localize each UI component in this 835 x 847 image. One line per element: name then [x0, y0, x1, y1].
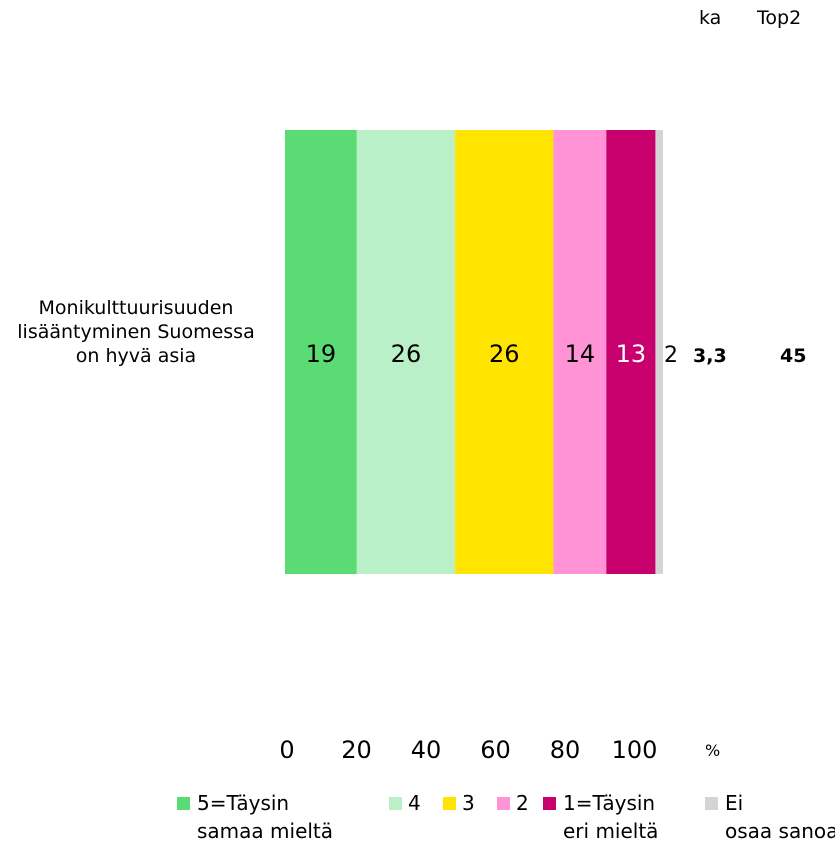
x-tick-label: 0 — [279, 736, 294, 764]
legend-swatch-4 — [389, 797, 402, 810]
legend-label-5: 5=Täysin — [197, 791, 290, 815]
mean-value: 3,3 — [693, 345, 727, 367]
legend-label-3: 3 — [462, 791, 475, 815]
legend-label-eos-line2: osaa sanoa — [725, 819, 835, 843]
bar-segment-3 — [553, 130, 607, 574]
bar-segment-4 — [606, 130, 656, 574]
x-tick-label: 100 — [612, 736, 658, 764]
header-ka: ka — [699, 7, 722, 29]
x-axis-ticks: 0 20 40 60 80 100 — [279, 736, 657, 764]
bar-segment-0 — [285, 130, 357, 574]
bar-label-4: 13 — [616, 340, 647, 368]
legend-label-4: 4 — [408, 791, 421, 815]
bar-segment-2 — [455, 130, 554, 574]
legend-label-1: 1=Täysin — [563, 791, 656, 815]
legend-label-1-line2: eri mieltä — [563, 819, 659, 843]
x-axis-unit: % — [705, 741, 720, 760]
bar-label-5: 2 — [664, 343, 678, 368]
legend-swatch-5 — [177, 797, 190, 810]
bar-labels-group: 19 26 26 14 13 2 — [306, 340, 678, 368]
top2-value: 45 — [780, 345, 806, 367]
legend: 5=Täysin samaa mieltä 4 3 2 1=Täysin eri… — [0, 790, 835, 847]
legend-swatch-eos — [705, 797, 718, 810]
bars-group — [285, 130, 663, 574]
bar-segment-5 — [655, 130, 663, 574]
bar-segment-1 — [356, 130, 456, 574]
legend-swatch-2 — [497, 797, 510, 810]
bar-label-3: 14 — [565, 340, 596, 368]
x-tick-label: 60 — [480, 736, 511, 764]
category-label: Monikulttuurisuuden lisääntyminen Suomes… — [17, 297, 255, 367]
x-tick-label: 20 — [341, 736, 372, 764]
bar-label-0: 19 — [306, 340, 337, 368]
legend-label-eos: Ei — [725, 791, 744, 815]
x-tick-label: 40 — [411, 736, 442, 764]
legend-label-2: 2 — [516, 791, 529, 815]
bar-label-2: 26 — [489, 340, 520, 368]
legend-label-5-line2: samaa mieltä — [197, 819, 334, 843]
header-top2: Top2 — [757, 7, 802, 29]
legend-swatch-1 — [543, 797, 556, 810]
bar-label-1: 26 — [391, 340, 422, 368]
legend-swatch-3 — [443, 797, 456, 810]
x-tick-label: 80 — [550, 736, 581, 764]
